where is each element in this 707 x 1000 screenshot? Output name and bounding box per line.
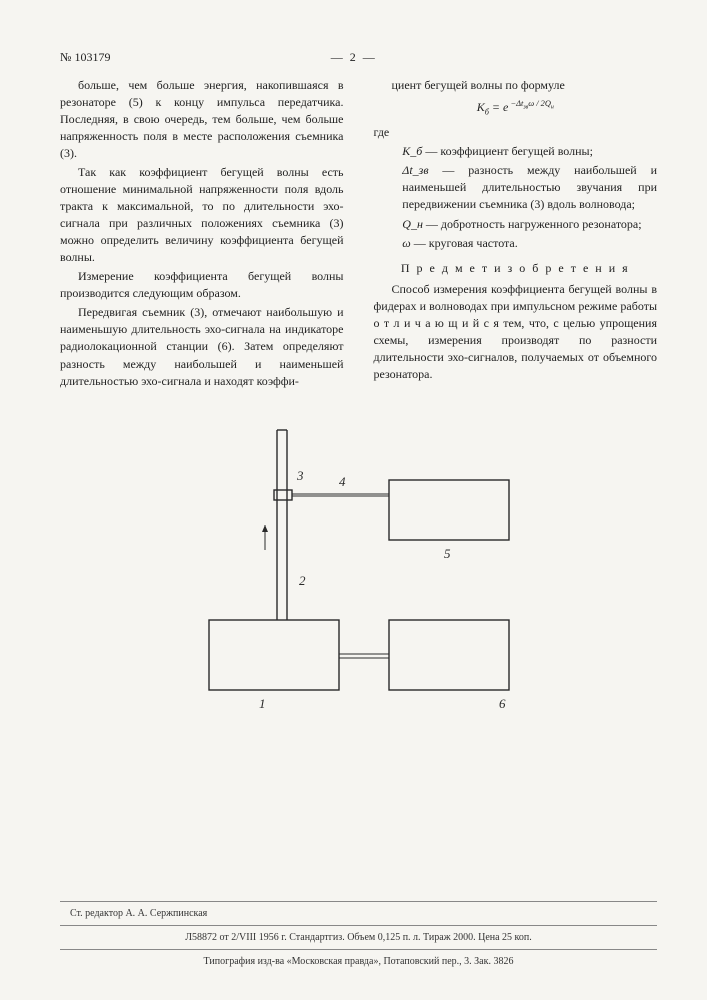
rule [60,925,657,926]
where-def: Δt_зв — разность между наибольшей и наим… [374,162,658,213]
page: № 103179 — 2 — больше, чем больше энерги… [0,0,707,1000]
figure-container: 2 3 4 1 5 6 [60,410,657,710]
paragraph: больше, чем больше энергия, накопившаяся… [60,77,344,162]
formula: Kб = e −Δtзвω / 2Qн [374,98,658,118]
paragraph: Измерение коэффициента бегущей волны про… [60,268,344,302]
symbol: Q_н [402,217,423,231]
formula-exp: −Δtзвω / 2Qн [508,99,553,108]
schematic-figure: 2 3 4 1 5 6 [179,410,539,710]
svg-text:5: 5 [444,546,451,561]
text-columns: больше, чем больше энергия, накопившаяся… [60,77,657,392]
doc-number: № 103179 [60,50,110,65]
claim-paragraph: Способ измерения коэффициента бегущей во… [374,281,658,383]
def-text: — разность между наибольшей и наименьшей… [402,163,657,211]
colophon: Ст. редактор А. А. Сержпинская Л58872 от… [60,895,657,970]
rule [60,901,657,902]
header-row: № 103179 — 2 — [60,50,657,65]
formula-lhs: Kб = e [477,100,509,114]
right-column: циент бегущей волны по формуле Kб = e −Δ… [374,77,658,392]
symbol: K_б [402,144,422,158]
symbol: ω [402,236,410,250]
page-number: — 2 — [331,50,377,65]
where-label: где [374,124,658,141]
paragraph: Так как коэффициент бегущей волны есть о… [60,164,344,266]
left-column: больше, чем больше энергия, накопившаяся… [60,77,344,392]
editor-line: Ст. редактор А. А. Сержпинская [70,908,657,919]
def-text: — коэффициент бегущей волны; [422,144,593,158]
svg-text:4: 4 [339,474,346,489]
where-def: ω — круговая частота. [374,235,658,252]
svg-text:1: 1 [259,696,266,710]
svg-text:3: 3 [296,468,304,483]
paragraph: циент бегущей волны по формуле [374,77,658,94]
subject-heading: П р е д м е т и з о б р е т е н и я [374,260,658,277]
svg-text:2: 2 [299,573,306,588]
where-def: K_б — коэффициент бегущей волны; [374,143,658,160]
def-text: — круговая частота. [411,236,518,250]
paragraph: Передвигая съемник (3), отмечают наиболь… [60,304,344,389]
imprint-line: Типография изд-ва «Московская правда», П… [60,956,657,967]
symbol: Δt_зв [402,163,428,177]
rule [60,949,657,950]
svg-text:6: 6 [499,696,506,710]
def-text: — добротность нагруженного резонатора; [423,217,642,231]
where-def: Q_н — добротность нагруженного резонатор… [374,216,658,233]
imprint-line: Л58872 от 2/VIII 1956 г. Стандартгиз. Об… [60,932,657,943]
